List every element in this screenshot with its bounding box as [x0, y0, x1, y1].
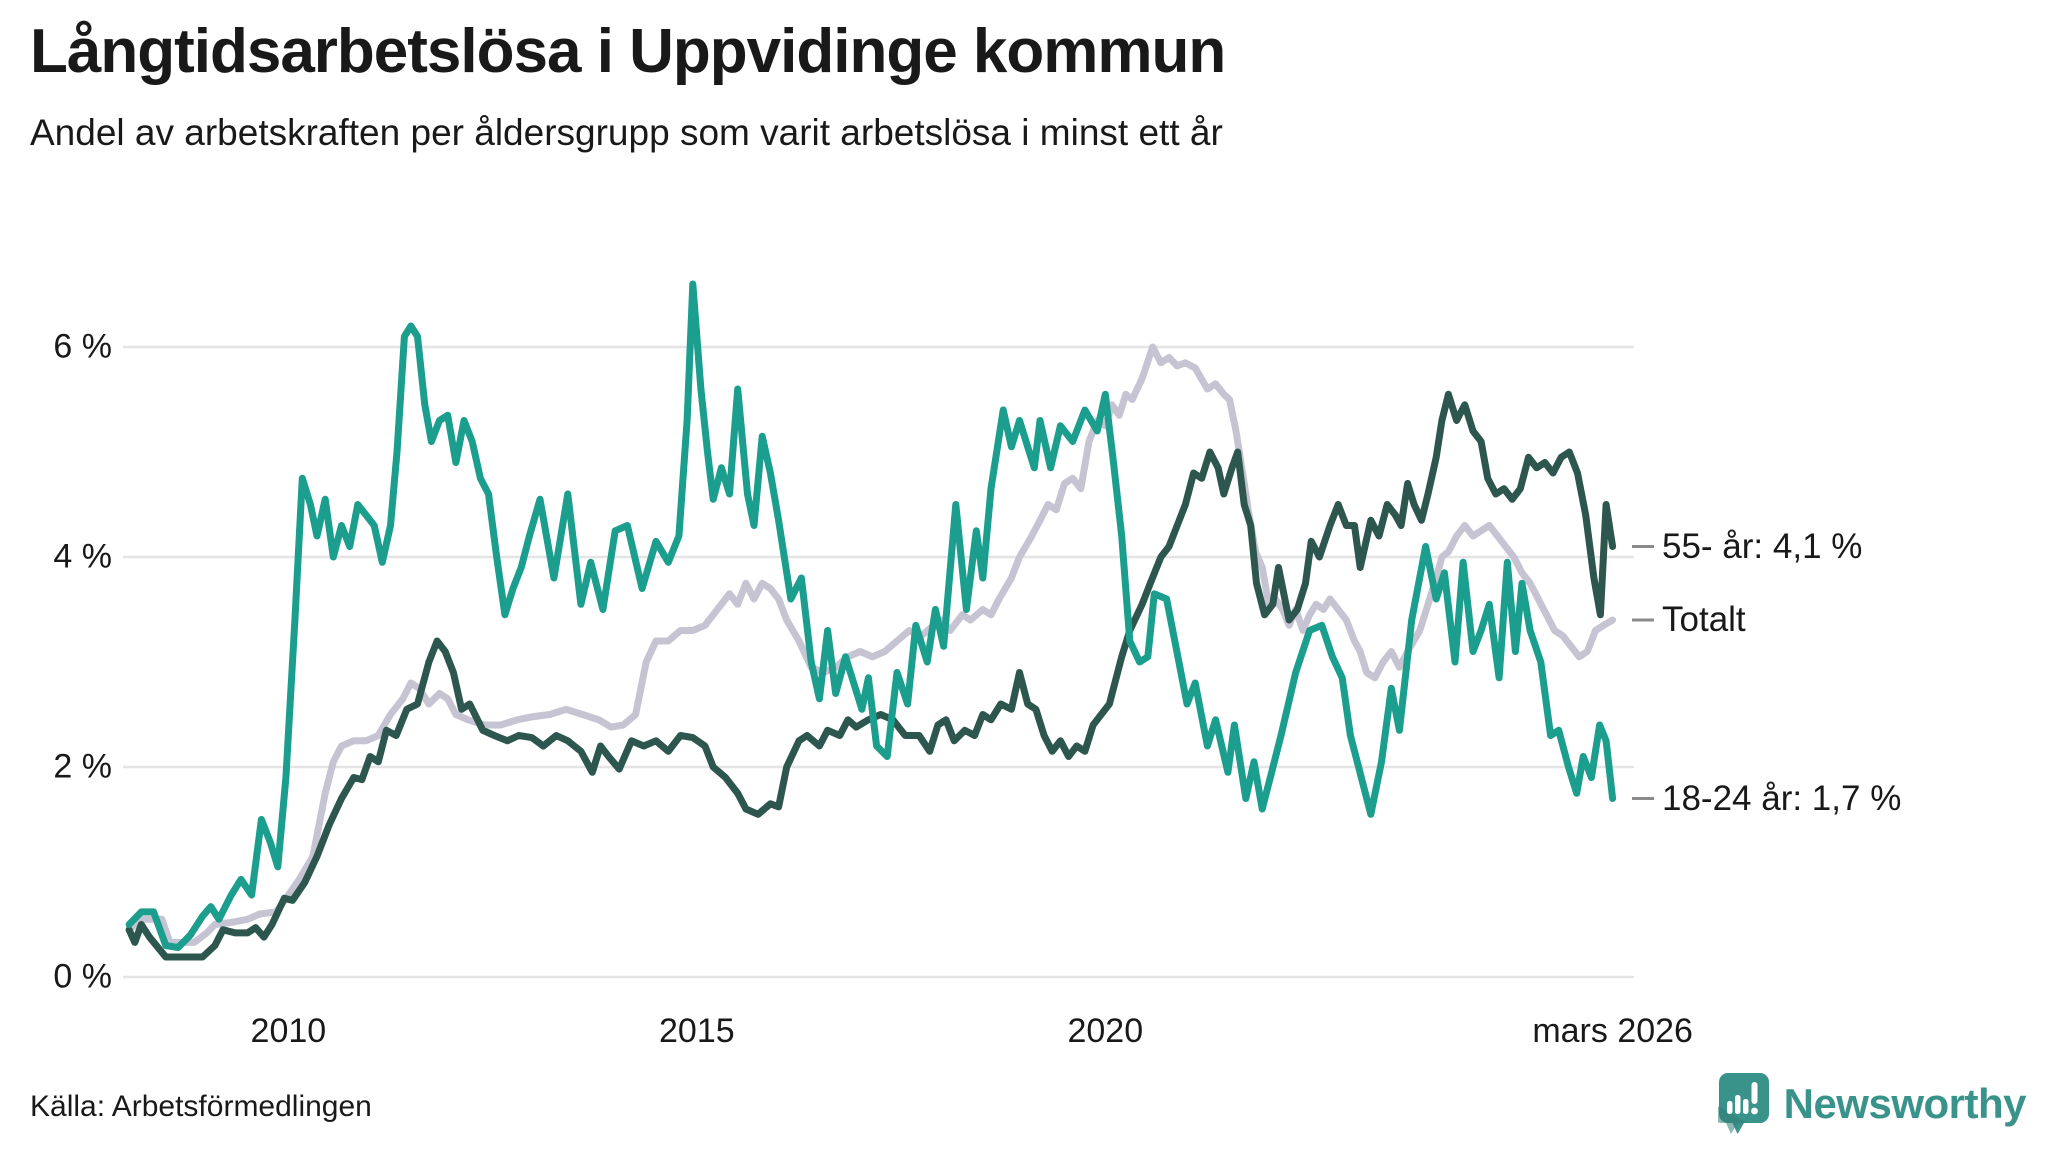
y-axis-tick-6: 6 %: [53, 327, 112, 366]
y-axis-tick-2: 2 %: [53, 747, 112, 786]
series-label-55-plus: 55- år: 4,1 %: [1662, 526, 1863, 566]
series-label-18-24: 18-24 år: 1,7 %: [1662, 778, 1902, 818]
series-label-totalt: Totalt: [1662, 600, 1746, 639]
annotation-ticks: [1632, 545, 1654, 800]
x-axis-tick-mars-2026: mars 2026: [1532, 1012, 1693, 1050]
logo-bars: [1726, 1082, 1758, 1115]
source-note: Källa: Arbetsförmedlingen: [30, 1090, 372, 1123]
newsworthy-wordmark: Newsworthy: [1783, 1080, 2027, 1127]
newsworthy-icon: [1717, 1073, 1769, 1134]
series-line-totalt: [125, 343, 1617, 946]
y-axis-tick-4: 4 %: [53, 537, 112, 576]
x-axis-tick-2010: 2010: [250, 1012, 327, 1050]
gridlines: [123, 345, 1634, 979]
series-lines: [125, 280, 1617, 961]
x-axis-tick-2015: 2015: [659, 1012, 735, 1050]
x-axis-tick-2020: 2020: [1067, 1012, 1144, 1050]
newsworthy-logo: Newsworthy: [1717, 1072, 2027, 1136]
chart-subtitle: Andel av arbetskraften per åldersgrupp s…: [30, 112, 1223, 153]
series-line-55-plus: [125, 390, 1617, 961]
series-line-18-24: [125, 280, 1617, 952]
chart-title: Långtidsarbetslösa i Uppvidinge kommun: [30, 17, 1226, 86]
y-axis-tick-0: 0 %: [53, 957, 112, 996]
